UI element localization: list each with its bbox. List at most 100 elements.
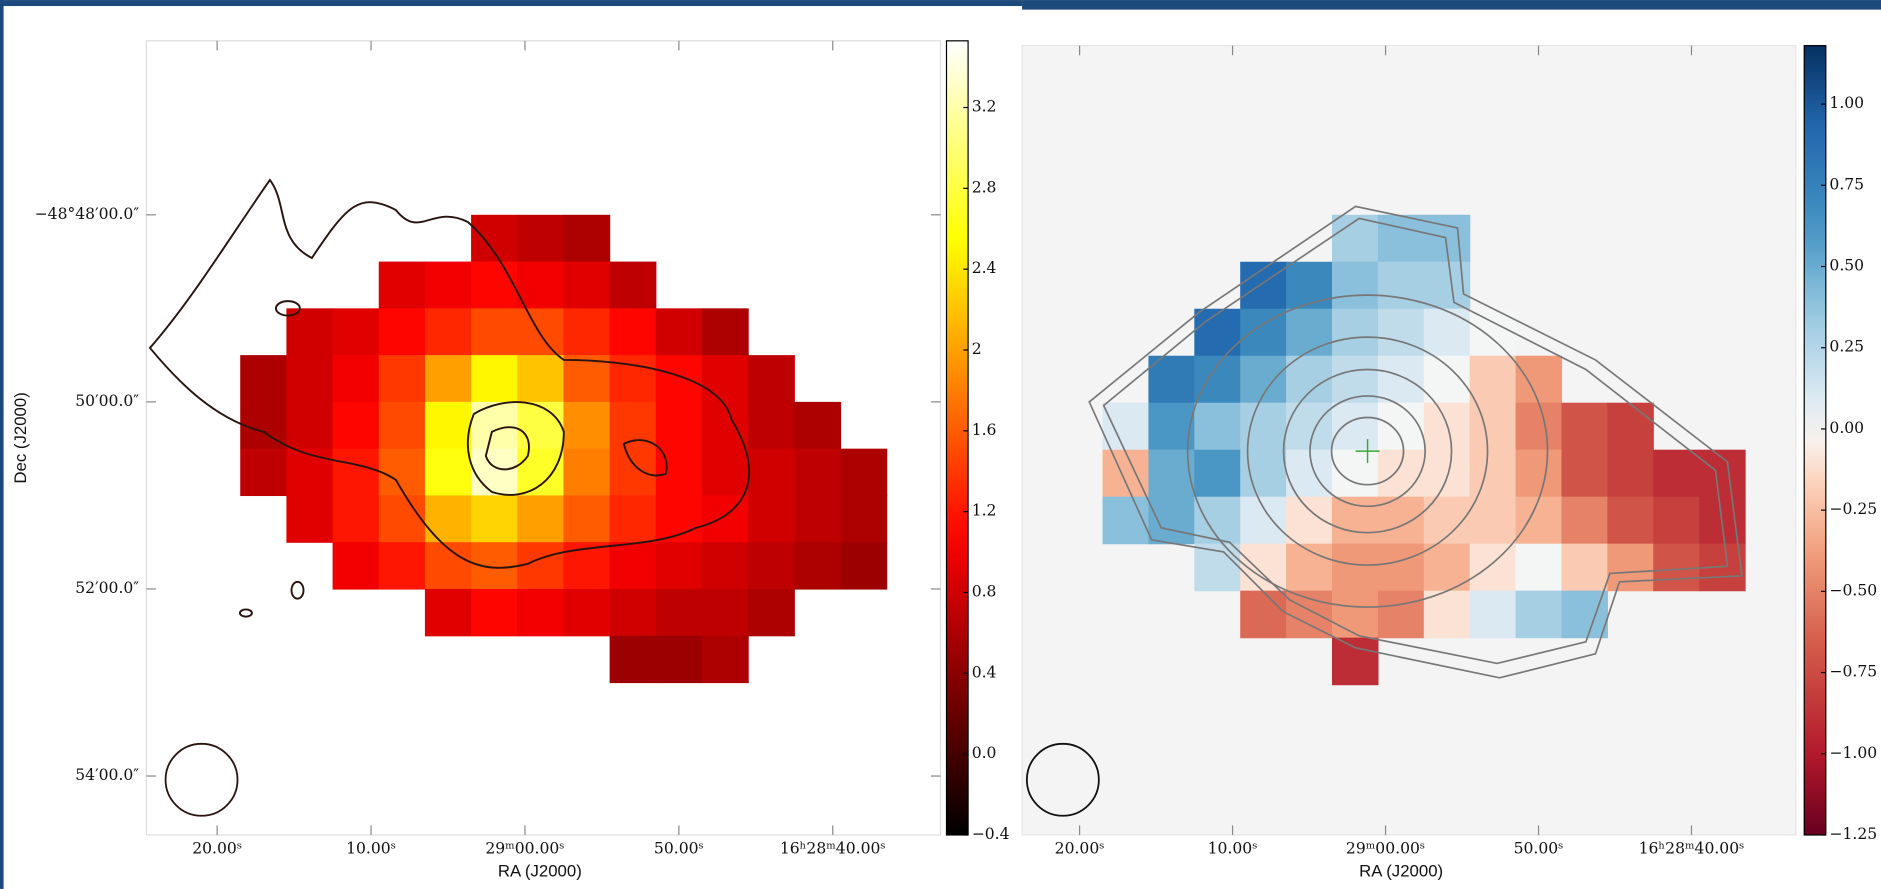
figure: 20.00ˢ 10.00ˢ 29ᵐ00.00ˢ 50.00ˢ 16ʰ28ᵐ40.00ˢ −… <box>0 0 1881 889</box>
map-cell <box>610 308 657 355</box>
colorbar-tick-label: 0.4 <box>972 663 997 681</box>
map-cell <box>1470 403 1516 451</box>
x-axis-label: RA (J2000) <box>498 862 582 881</box>
map-cell <box>563 449 610 496</box>
map-cell <box>425 449 472 496</box>
map-cell <box>656 355 703 402</box>
map-cell <box>471 589 518 636</box>
colorbar-tick-label: 2.8 <box>972 178 997 196</box>
map-cell <box>1286 403 1332 451</box>
map-cell <box>1516 544 1562 592</box>
map-cell <box>286 402 333 449</box>
map-cell <box>1286 591 1332 639</box>
map-cell <box>702 589 749 636</box>
map-cell <box>517 495 564 542</box>
x-tick-label: 29ᵐ00.00ˢ <box>1346 839 1425 857</box>
map-cell <box>1286 497 1332 545</box>
map-cell <box>1194 309 1240 357</box>
map-cell <box>563 495 610 542</box>
map-cell <box>379 495 426 542</box>
map-cell <box>748 355 795 402</box>
map-cell <box>1194 450 1240 498</box>
map-cell <box>1653 450 1699 498</box>
map-cell <box>702 636 749 683</box>
colorbar-tick-label: −0.4 <box>972 825 1010 843</box>
map-cell <box>379 355 426 402</box>
map-cell <box>1561 403 1607 451</box>
map-cell <box>240 449 287 496</box>
map-cell <box>517 215 564 262</box>
map-cell <box>1378 262 1424 310</box>
map-cell <box>333 495 380 542</box>
map-cell <box>333 308 380 355</box>
colorbar <box>1804 46 1826 835</box>
map-cell <box>840 542 887 589</box>
colorbar-tick-label: −0.25 <box>1829 500 1877 518</box>
y-tick-label: −48°48′00.0″ <box>35 205 140 223</box>
map-cell <box>1332 450 1378 498</box>
contour <box>292 582 304 599</box>
map-cell <box>748 589 795 636</box>
map-cell <box>333 402 380 449</box>
map-cell <box>748 495 795 542</box>
colorbar-tick-label: 0.0 <box>972 744 997 762</box>
map-cell <box>1378 591 1424 639</box>
map-cell <box>471 308 518 355</box>
beam <box>166 744 238 816</box>
map-cell <box>1607 450 1653 498</box>
map-cell <box>1653 544 1699 592</box>
map-cell <box>656 636 703 683</box>
x-tick-label: 10.00ˢ <box>1208 839 1258 857</box>
map-cell <box>563 589 610 636</box>
colorbar-tick-label: 0.25 <box>1829 338 1864 356</box>
colorbar-tick-label: 0.75 <box>1829 175 1864 193</box>
map-cell <box>1332 544 1378 592</box>
map-cell <box>840 449 887 496</box>
x-tick-label: 10.00ˢ <box>346 839 396 857</box>
colorbar-tick-label: 3.2 <box>972 98 997 116</box>
map-cell <box>610 449 657 496</box>
map-cell <box>1378 309 1424 357</box>
y-tick-label: 50′00.0″ <box>75 392 139 410</box>
x-tick-label: 16ʰ28ᵐ40.00ˢ <box>780 839 886 857</box>
map-cell <box>1653 497 1699 545</box>
map-cell <box>1470 544 1516 592</box>
map-cell <box>702 308 749 355</box>
map-cell <box>333 449 380 496</box>
map-cell <box>656 449 703 496</box>
map-cell <box>1561 544 1607 592</box>
map-cell <box>1607 544 1653 592</box>
x-axis-label: RA (J2000) <box>1359 862 1443 881</box>
map-cell <box>1607 497 1653 545</box>
map-cell <box>517 402 564 449</box>
map-cell <box>656 308 703 355</box>
map-cell <box>333 542 380 589</box>
map-cell <box>1240 497 1286 545</box>
map-cell <box>1378 403 1424 451</box>
colorbar-tick-label: −1.00 <box>1829 744 1877 762</box>
map-cell <box>425 262 472 309</box>
y-axis-label: Dec (J2000) <box>11 392 30 483</box>
map-cell <box>1424 450 1470 498</box>
colorbar-tick-label: 1.2 <box>972 502 997 520</box>
map-cell <box>379 308 426 355</box>
x-tick-label: 20.00ˢ <box>1055 839 1105 857</box>
map-cell <box>1516 497 1562 545</box>
map-cell <box>1470 591 1516 639</box>
map-cell <box>1240 356 1286 404</box>
map-cell <box>748 402 795 449</box>
map-cell <box>1470 356 1516 404</box>
map-cell <box>471 449 518 496</box>
map-cell <box>1607 403 1653 451</box>
map-cell <box>656 402 703 449</box>
x-tick-label: 50.00ˢ <box>1514 839 1564 857</box>
map-cell <box>517 308 564 355</box>
map-cell <box>610 262 657 309</box>
map-cell <box>471 262 518 309</box>
map-cell <box>1378 215 1424 263</box>
map-cell <box>702 355 749 402</box>
x-tick-label: 29ᵐ00.00ˢ <box>485 839 564 857</box>
colorbar-tick-label: 0.8 <box>972 582 997 600</box>
map-cell <box>656 495 703 542</box>
colorbar-tick-label: −0.50 <box>1829 581 1877 599</box>
